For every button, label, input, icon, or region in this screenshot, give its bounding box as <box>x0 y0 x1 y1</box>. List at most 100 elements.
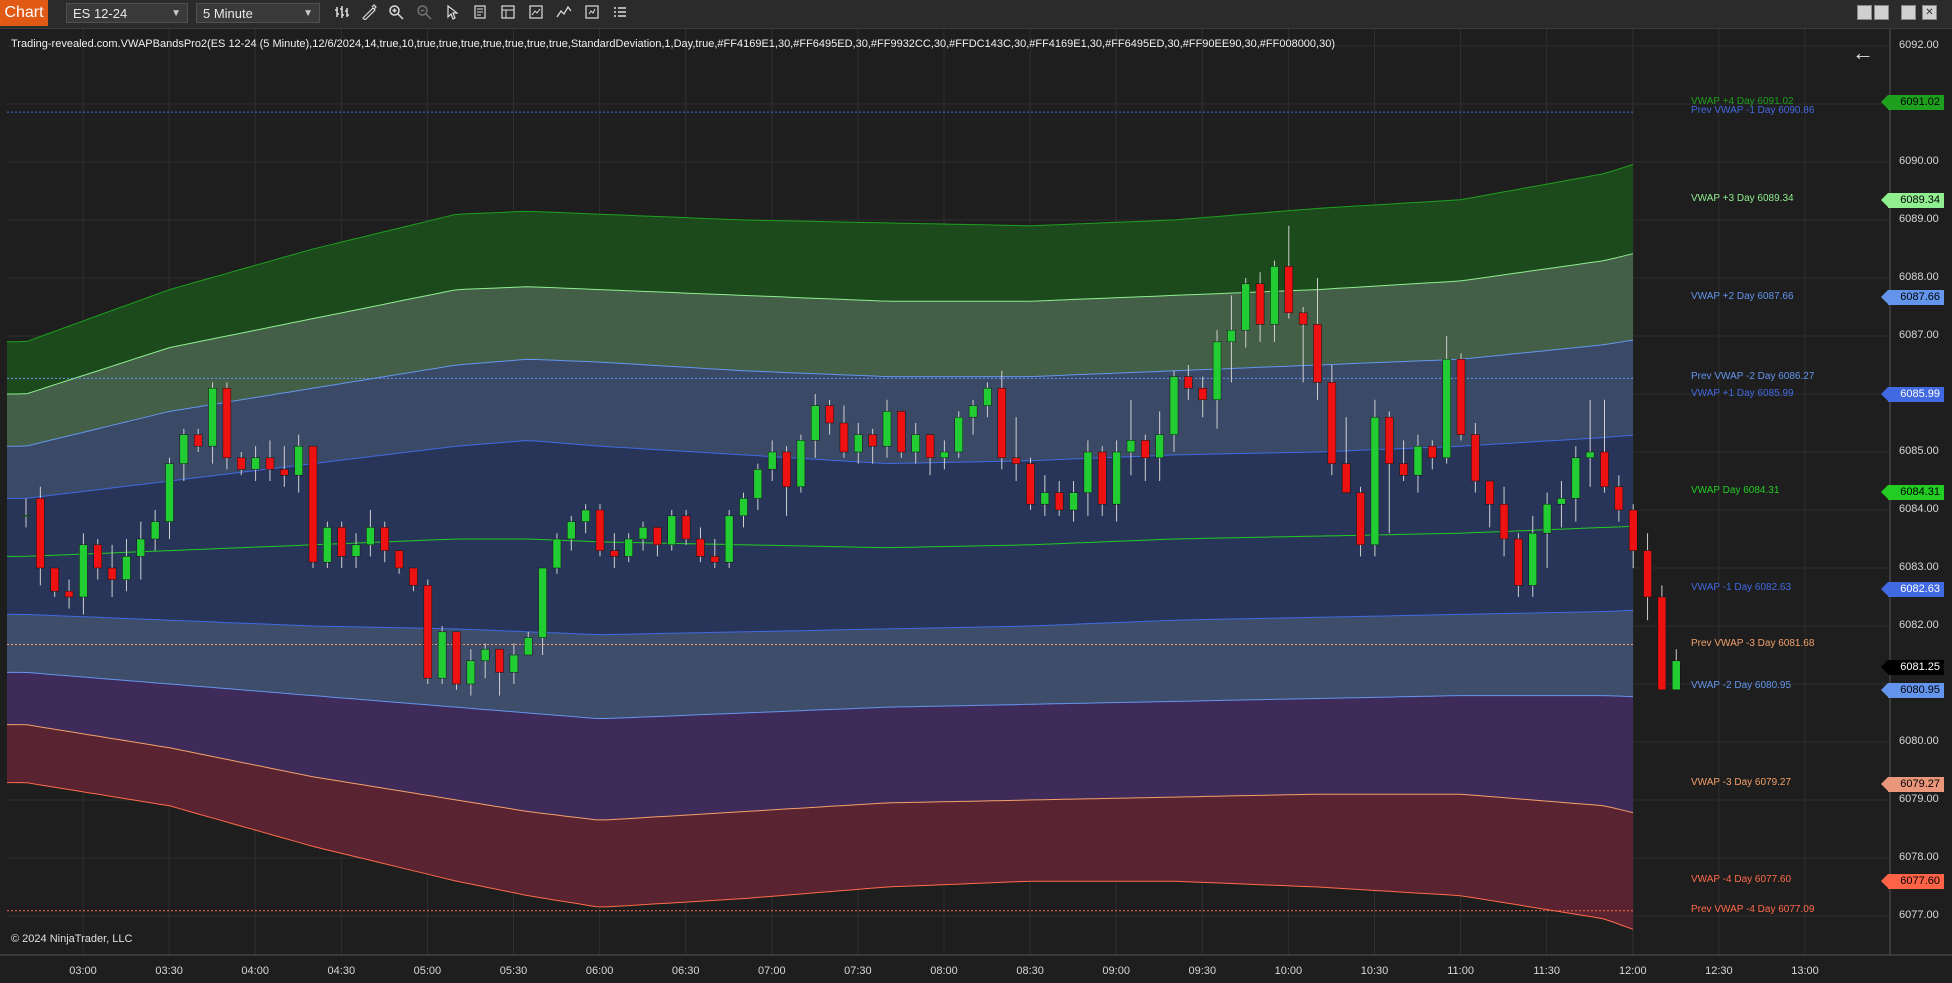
minimize-button[interactable] <box>1857 5 1872 20</box>
candle-body <box>1585 451 1595 459</box>
price-tick: 6084.00 <box>1899 503 1939 515</box>
back-arrow-icon[interactable]: ← <box>1852 40 1874 65</box>
candle-body <box>495 648 504 673</box>
candle-body <box>581 509 590 522</box>
properties-icon[interactable] <box>498 4 518 24</box>
indicators-icon[interactable] <box>582 4 602 24</box>
instrument-selector[interactable]: ES 12-24 ▼ <box>66 3 188 23</box>
more-icon[interactable] <box>610 4 630 24</box>
candle-body <box>882 411 892 447</box>
price-tick: 6082.00 <box>1899 619 1939 631</box>
candle-body <box>753 469 763 499</box>
copyright: © 2024 NinjaTrader, LLC <box>11 933 133 945</box>
band-label: Prev VWAP -3 Day 6081.68 <box>1691 637 1815 649</box>
candle-body <box>409 567 418 586</box>
price-flag: 6085.99 <box>1881 387 1944 403</box>
candle-body <box>1485 480 1494 505</box>
candle-body <box>983 387 992 406</box>
toolbar: Chart ES 12-24 ▼ 5 Minute ▼ ✕ <box>0 0 1952 29</box>
candle-body <box>638 527 648 540</box>
time-tick: 03:00 <box>69 965 97 977</box>
indicator-label[interactable]: Trading-revealed.com.VWAPBandsPro2(ES 12… <box>11 38 1335 50</box>
time-tick: 09:30 <box>1188 965 1217 977</box>
zoom-in-icon[interactable] <box>386 4 406 24</box>
candle-body <box>811 405 820 441</box>
price-chart[interactable] <box>0 29 1952 983</box>
candle-body <box>1571 457 1581 499</box>
pointer-icon[interactable] <box>442 4 462 24</box>
strategies-icon[interactable] <box>554 4 574 24</box>
candle-body <box>122 556 131 580</box>
candle-body <box>366 527 375 546</box>
candle-body <box>466 660 476 685</box>
candle-body <box>1227 329 1236 343</box>
time-tick: 04:30 <box>327 965 356 977</box>
close-button[interactable]: ✕ <box>1922 5 1937 20</box>
band-label: VWAP +2 Day 6087.66 <box>1691 290 1794 302</box>
candle-body <box>222 387 232 459</box>
price-flag: 6089.34 <box>1881 192 1944 208</box>
band-line-m1 <box>7 609 1634 636</box>
candle-body <box>237 457 246 470</box>
candle-body <box>1428 445 1437 459</box>
time-tick: 06:00 <box>585 965 614 977</box>
candle-body <box>150 521 160 540</box>
candle-body <box>265 457 275 470</box>
candle-body <box>1528 532 1537 586</box>
candle-body <box>1471 434 1480 482</box>
time-tick: 13:00 <box>1791 965 1819 977</box>
candle-body <box>925 434 935 459</box>
candle-body <box>724 515 734 563</box>
band-label: VWAP -3 Day 6079.27 <box>1691 777 1792 789</box>
candle-body <box>1456 358 1466 435</box>
candle-body <box>681 515 691 540</box>
candle-body <box>1399 463 1408 476</box>
maximize-button[interactable] <box>1901 5 1916 20</box>
band-label: VWAP -2 Day 6080.95 <box>1691 679 1792 691</box>
zoom-out-icon[interactable] <box>414 4 434 24</box>
templates-icon[interactable] <box>526 4 546 24</box>
candle-body <box>782 451 791 488</box>
data-box-icon[interactable] <box>470 4 490 24</box>
time-tick: 07:30 <box>844 965 872 977</box>
band-fill-m3 <box>7 724 1633 930</box>
candle-body <box>839 422 849 453</box>
candle-body <box>1054 492 1064 511</box>
candle-body <box>825 405 834 424</box>
interval-selector[interactable]: 5 Minute ▼ <box>196 3 320 23</box>
candle-body <box>710 556 720 563</box>
bar-type-icon[interactable] <box>332 4 352 24</box>
candle-body <box>624 538 633 557</box>
candle-body <box>997 387 1007 459</box>
price-tick: 6090.00 <box>1899 155 1939 167</box>
time-tick: 09:00 <box>1102 965 1130 977</box>
band-fill-m1 <box>7 610 1633 719</box>
chart-tab[interactable]: Chart <box>0 0 48 26</box>
candle-body <box>193 434 203 447</box>
time-tick: 08:00 <box>930 965 958 977</box>
band-fill-p2 <box>7 340 1633 499</box>
candle-body <box>1011 457 1021 464</box>
candle-body <box>1313 324 1322 383</box>
candle-body <box>1514 538 1523 586</box>
candle-body <box>280 469 289 476</box>
candle-body <box>1069 492 1078 511</box>
candle-body <box>1600 451 1609 488</box>
price-tick: 6077.00 <box>1899 909 1939 921</box>
price-flag: 6077.60 <box>1881 873 1944 889</box>
candle-body <box>1628 509 1638 551</box>
instrument-value: ES 12-24 <box>73 6 128 21</box>
candle-body <box>739 498 748 517</box>
restore-button[interactable] <box>1874 5 1889 20</box>
price-tick: 6092.00 <box>1899 39 1939 51</box>
candle-body <box>36 498 45 569</box>
candle-body <box>1126 440 1136 453</box>
candle-body <box>954 416 963 453</box>
band-line-m4 <box>7 782 1634 930</box>
candle-body <box>1542 503 1552 534</box>
drawing-tool-icon[interactable] <box>359 4 379 24</box>
band-fill-p4 <box>7 164 1633 394</box>
band-line-p3 <box>7 253 1634 395</box>
candle-body <box>868 434 877 447</box>
candle-body <box>696 538 705 557</box>
